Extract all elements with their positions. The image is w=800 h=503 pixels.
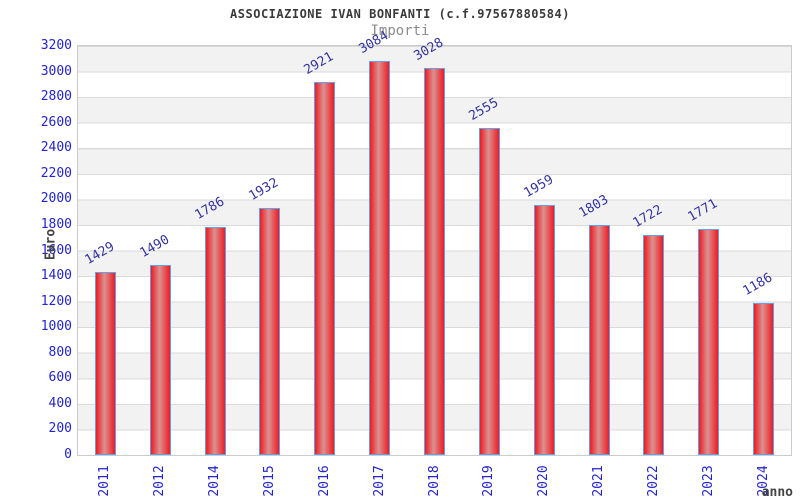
y-tick-label: 3200 <box>40 38 72 53</box>
bar-value-label: 1490 <box>137 231 172 261</box>
y-tick-label: 2000 <box>40 191 72 207</box>
y-tick-label: 3000 <box>40 63 72 79</box>
bar-value-label: 3028 <box>411 35 447 64</box>
bar <box>753 303 775 455</box>
y-tick-label: 2400 <box>40 140 72 156</box>
bar <box>94 272 116 455</box>
y-tick-label: 800 <box>48 344 72 360</box>
y-tick-label: 2600 <box>40 114 72 130</box>
bar-value-label: 2921 <box>301 49 337 78</box>
bar <box>588 224 610 455</box>
y-tick-label: 2200 <box>40 165 72 181</box>
x-tick-label: 2014 <box>207 465 223 497</box>
x-tick-label: 2012 <box>152 465 168 497</box>
chart-title: ASSOCIAZIONE IVAN BONFANTI (c.f.97567880… <box>230 7 570 21</box>
bar <box>314 81 336 455</box>
bar <box>149 264 171 455</box>
bar-value-label: 1803 <box>576 191 611 221</box>
x-tick-label: 2021 <box>591 465 607 497</box>
chart-subtitle: Importi <box>370 23 430 39</box>
x-tick-label: 2020 <box>536 465 552 497</box>
bar-value-label: 1786 <box>192 194 227 223</box>
y-tick-label: 400 <box>48 395 72 411</box>
bar-value-label: 1186 <box>740 270 776 300</box>
bar <box>424 67 445 455</box>
bar <box>204 226 226 455</box>
bar-value-label: 1932 <box>246 175 282 205</box>
y-tick-label: 1000 <box>40 319 72 335</box>
x-tick-label: 2016 <box>316 465 332 497</box>
y-axis-title: Euro <box>43 228 59 261</box>
x-tick-label: 2023 <box>700 465 716 497</box>
bar-value-label: 1959 <box>521 171 556 201</box>
x-tick-label: 2015 <box>261 465 277 497</box>
x-axis-title: anno <box>761 485 793 500</box>
x-tick-label: 2018 <box>426 465 442 497</box>
bar <box>698 228 720 455</box>
bar <box>369 60 391 455</box>
x-tick-label: 2011 <box>97 465 113 497</box>
y-tick-label: 2800 <box>40 89 72 105</box>
bar-value-label: 1771 <box>685 196 721 225</box>
bar-value-label: 1429 <box>82 239 118 269</box>
y-tick-label: 600 <box>48 370 72 386</box>
bar-value-label: 2555 <box>466 95 501 125</box>
bar <box>259 208 281 455</box>
bar <box>533 204 555 455</box>
bar-value-label: 1722 <box>630 202 666 231</box>
plot-area: 1429 1490 1786 1932 2921 3084 3028 2555 1959 1803… <box>77 28 792 456</box>
y-tick-label: 200 <box>48 421 72 437</box>
y-tick-label: 0 <box>64 447 72 462</box>
y-tick-label: 1200 <box>40 293 72 309</box>
y-tick-label: 1800 <box>40 216 72 232</box>
x-tick-label: 2022 <box>645 465 661 497</box>
x-tick-label: 2017 <box>371 465 387 497</box>
y-tick-label: 1600 <box>40 242 72 258</box>
bar <box>643 234 665 455</box>
y-tick-label: 1400 <box>40 268 72 284</box>
bar <box>478 128 500 455</box>
x-tick-label: 2019 <box>481 465 497 497</box>
